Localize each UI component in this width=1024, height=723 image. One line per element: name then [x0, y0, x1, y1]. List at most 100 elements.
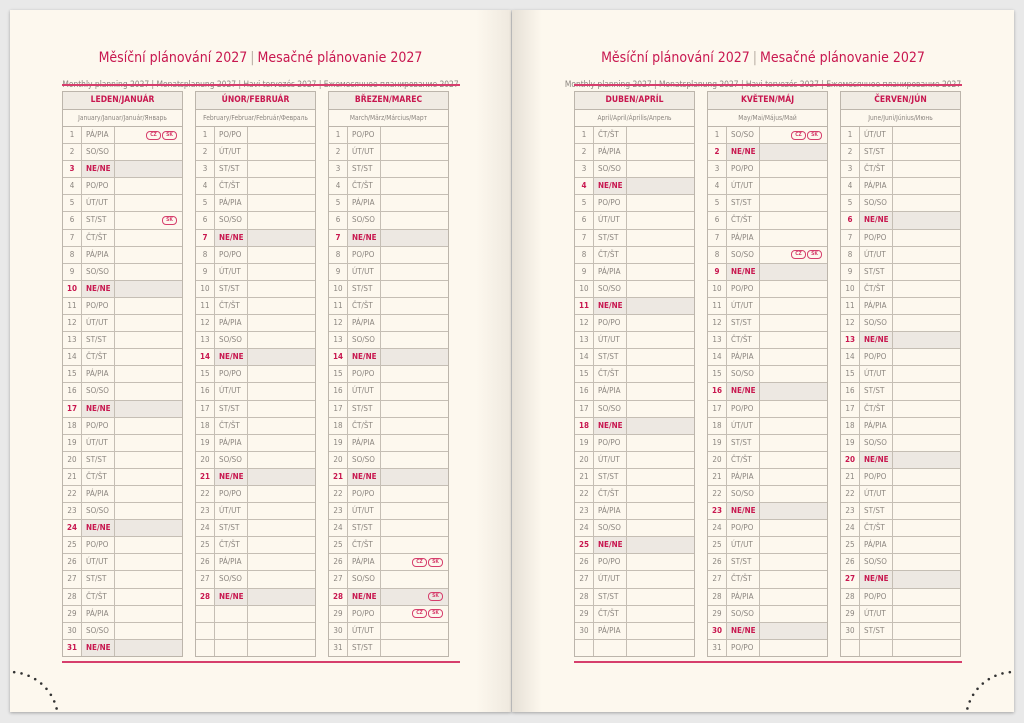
note-cell[interactable] — [381, 315, 448, 331]
day-row[interactable]: 15 SO/SO — [708, 366, 827, 384]
note-cell[interactable]: SK — [381, 589, 448, 605]
note-cell[interactable] — [893, 383, 960, 399]
day-row[interactable]: 6 NE/NE — [841, 212, 960, 230]
note-cell[interactable] — [893, 366, 960, 382]
note-cell[interactable] — [760, 418, 827, 434]
note-cell[interactable] — [893, 230, 960, 246]
day-row[interactable]: 26 ÚT/UT — [63, 554, 182, 572]
day-row[interactable]: 14 PÁ/PIA — [708, 349, 827, 367]
note-cell[interactable] — [893, 503, 960, 519]
note-cell[interactable] — [248, 401, 315, 417]
day-row[interactable]: 5 PÁ/PIA — [329, 195, 448, 213]
note-cell[interactable] — [381, 332, 448, 348]
note-cell[interactable] — [627, 571, 694, 587]
note-cell[interactable] — [627, 589, 694, 605]
day-row[interactable]: 3 PO/PO — [708, 161, 827, 179]
day-row[interactable]: 23 PÁ/PIA — [575, 503, 694, 521]
note-cell[interactable] — [115, 520, 182, 536]
note-cell[interactable] — [115, 571, 182, 587]
day-row[interactable]: 11 NE/NE — [575, 297, 694, 316]
day-row[interactable]: 24 PO/PO — [708, 520, 827, 538]
note-cell[interactable] — [381, 195, 448, 211]
note-cell[interactable] — [381, 520, 448, 536]
note-cell[interactable] — [381, 469, 448, 485]
day-row[interactable]: 23 NE/NE — [708, 503, 827, 521]
day-row[interactable]: 15 ÚT/UT — [841, 366, 960, 384]
note-cell[interactable] — [627, 383, 694, 399]
note-cell[interactable] — [627, 332, 694, 348]
day-row[interactable]: 2 NE/NE — [708, 144, 827, 162]
note-cell[interactable] — [248, 298, 315, 314]
day-row[interactable]: 3 ST/ST — [196, 161, 315, 179]
note-cell[interactable] — [248, 349, 315, 365]
day-row[interactable]: 24 ST/ST — [329, 520, 448, 538]
note-cell[interactable] — [115, 452, 182, 468]
day-row[interactable]: 12 ST/ST — [708, 315, 827, 333]
day-row[interactable]: 30 PÁ/PIA — [575, 622, 694, 640]
note-cell[interactable] — [248, 435, 315, 451]
note-cell[interactable] — [248, 264, 315, 280]
day-row[interactable]: 18 ČT/ŠT — [329, 417, 448, 435]
day-row[interactable]: 9 SO/SO — [63, 263, 182, 281]
day-row[interactable]: 21 PÁ/PIA — [708, 468, 827, 486]
note-cell[interactable] — [115, 383, 182, 399]
note-cell[interactable] — [893, 247, 960, 263]
day-row[interactable]: 13 ST/ST — [63, 332, 182, 350]
day-row[interactable]: 9 PÁ/PIA — [575, 263, 694, 281]
note-cell[interactable] — [115, 469, 182, 485]
empty-row[interactable] — [196, 639, 315, 656]
note-cell[interactable] — [115, 195, 182, 211]
day-row[interactable]: 7 PO/PO — [841, 229, 960, 247]
day-row[interactable]: 25 ÚT/UT — [708, 537, 827, 555]
note-cell[interactable] — [115, 247, 182, 263]
day-row[interactable]: 4 ČT/ŠT — [196, 178, 315, 196]
day-row[interactable]: 28 PÁ/PIA — [708, 588, 827, 606]
note-cell[interactable] — [248, 418, 315, 434]
note-cell[interactable] — [115, 589, 182, 605]
day-row[interactable]: 20 ÚT/UT — [575, 451, 694, 469]
day-row[interactable]: 16 SO/SO — [63, 383, 182, 401]
day-row[interactable]: 7 NE/NE — [329, 229, 448, 247]
day-row[interactable]: 21 PO/PO — [841, 468, 960, 486]
note-cell[interactable] — [627, 366, 694, 382]
day-row[interactable]: 7 NE/NE — [196, 229, 315, 247]
note-cell[interactable] — [248, 366, 315, 382]
day-row[interactable]: 6 SO/SO — [329, 212, 448, 230]
day-row[interactable]: 4 NE/NE — [575, 178, 694, 196]
note-cell[interactable] — [627, 435, 694, 451]
note-cell[interactable] — [248, 606, 315, 622]
day-row[interactable]: 24 NE/NE — [63, 520, 182, 538]
note-cell[interactable] — [248, 332, 315, 348]
note-cell[interactable] — [893, 486, 960, 502]
note-cell[interactable] — [248, 144, 315, 160]
day-row[interactable]: 10 ST/ST — [196, 280, 315, 298]
note-cell[interactable] — [760, 178, 827, 194]
note-cell[interactable] — [893, 418, 960, 434]
note-cell[interactable] — [248, 623, 315, 639]
note-cell[interactable] — [760, 623, 827, 639]
note-cell[interactable] — [381, 212, 448, 228]
day-row[interactable]: 30 NE/NE — [708, 622, 827, 640]
note-cell[interactable] — [248, 212, 315, 228]
day-row[interactable]: 8 SO/SO CZ SK — [708, 246, 827, 264]
note-cell[interactable] — [760, 606, 827, 622]
day-row[interactable]: 8 PO/PO — [329, 246, 448, 264]
day-row[interactable]: 28 NE/NE — [196, 588, 315, 606]
note-cell[interactable] — [115, 486, 182, 502]
day-row[interactable]: 2 PÁ/PIA — [575, 144, 694, 162]
note-cell[interactable] — [248, 554, 315, 570]
note-cell[interactable] — [627, 418, 694, 434]
day-row[interactable]: 29 ÚT/UT — [841, 605, 960, 623]
note-cell[interactable] — [248, 383, 315, 399]
day-row[interactable]: 27 ST/ST — [63, 571, 182, 589]
note-cell[interactable] — [248, 640, 315, 656]
note-cell[interactable] — [248, 247, 315, 263]
day-row[interactable]: 13 SO/SO — [196, 332, 315, 350]
day-row[interactable]: 12 PÁ/PIA — [196, 315, 315, 333]
empty-row[interactable] — [196, 605, 315, 623]
note-cell[interactable] — [248, 230, 315, 246]
day-row[interactable]: 4 ÚT/UT — [708, 178, 827, 196]
note-cell[interactable] — [893, 127, 960, 143]
note-cell[interactable] — [627, 178, 694, 194]
note-cell[interactable] — [115, 315, 182, 331]
